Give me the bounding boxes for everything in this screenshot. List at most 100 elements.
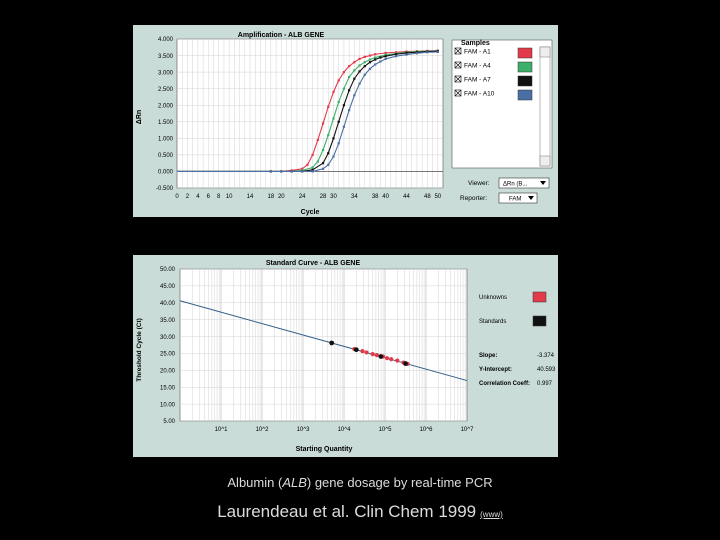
amplification-data-point xyxy=(374,58,377,61)
scroll-down-arrow-icon[interactable] xyxy=(539,155,551,167)
amplification-data-point xyxy=(332,117,335,120)
amplification-data-point xyxy=(327,105,330,108)
legend-standards-label: Standards xyxy=(479,319,506,325)
amplification-data-point xyxy=(374,63,377,66)
citation: Laurendeau et al. Clin Chem 1999 (www) xyxy=(0,502,720,522)
sample-label: FAM - A10 xyxy=(464,91,495,98)
amplification-data-point xyxy=(280,170,283,173)
legend-unknowns-swatch xyxy=(532,291,547,303)
viewer-value: ΔRn (B... xyxy=(503,182,528,188)
amplification-x-tick-label: 44 xyxy=(403,194,410,200)
citation-link[interactable]: (www) xyxy=(480,510,503,519)
amplification-x-tick-label: 48 xyxy=(424,194,431,200)
citation-text: Laurendeau et al. Clin Chem 1999 xyxy=(217,502,477,521)
standard-curve-title: Standard Curve - ALB GENE xyxy=(266,260,361,267)
amplification-y-tick-label: 2.500 xyxy=(158,87,174,93)
amplification-data-point xyxy=(379,56,382,59)
amplification-x-tick-label: 6 xyxy=(207,194,211,200)
viewer-select[interactable] xyxy=(498,177,550,189)
standard-curve-y-tick-label: 5.00 xyxy=(163,419,175,425)
amplification-data-point xyxy=(337,120,340,123)
amplification-y-tick-label: 2.000 xyxy=(158,103,174,109)
amplification-series-line xyxy=(177,50,438,172)
standard-curve-chart: Standard Curve - ALB GENE Threshold Cycl… xyxy=(136,260,556,453)
standard-curve-y-tick-label: 40.00 xyxy=(160,301,176,307)
viewer-label: Viewer: xyxy=(468,180,490,187)
unknown-data-point xyxy=(395,358,400,363)
amplification-data-point xyxy=(394,51,398,54)
amplification-data-point xyxy=(363,73,366,76)
standard-curve-y-tick-label: 45.00 xyxy=(160,284,176,290)
amplification-data-point xyxy=(358,57,361,60)
viewer-chevron-down-icon[interactable] xyxy=(540,181,546,185)
amplification-data-point xyxy=(311,153,314,156)
unknown-data-point xyxy=(389,357,394,362)
amplification-x-tick-label: 28 xyxy=(320,194,327,200)
standard-curve-y-tick-label: 25.00 xyxy=(160,352,176,358)
unknown-data-point xyxy=(384,356,390,361)
legend-scrollbar[interactable] xyxy=(539,46,551,167)
amplification-data-point xyxy=(384,57,387,60)
amplification-data-point xyxy=(342,71,346,74)
amplification-data-point xyxy=(353,69,356,72)
caption-text-start: Albumin ( xyxy=(227,475,283,490)
standard-data-point xyxy=(403,361,408,366)
amplification-data-point xyxy=(332,155,335,158)
amplification-data-point xyxy=(321,122,325,125)
amplification-data-point xyxy=(368,61,372,64)
amplification-data-point xyxy=(374,56,377,59)
amplification-x-tick-label: 10 xyxy=(226,194,233,200)
sample-label: FAM - A4 xyxy=(464,63,491,70)
sample-color-swatch xyxy=(517,75,533,87)
sample-color-swatch xyxy=(517,89,533,101)
amplification-x-tick-label: 2 xyxy=(186,194,190,200)
unknown-data-point xyxy=(370,352,375,357)
amplification-x-tick-label: 24 xyxy=(299,194,306,200)
standard-curve-y-tick-label: 20.00 xyxy=(160,369,176,375)
samples-legend-title: Samples xyxy=(461,40,490,47)
reporter-select[interactable] xyxy=(498,192,538,204)
slope-value: -3.374 xyxy=(537,353,555,359)
sample-color-swatch xyxy=(517,47,533,59)
checkmark-x-icon xyxy=(454,47,462,55)
standard-curve-y-tick-label: 30.00 xyxy=(160,335,176,341)
amplification-data-point xyxy=(384,51,387,55)
amplification-y-tick-label: 0.500 xyxy=(158,153,174,159)
amplification-data-point xyxy=(342,125,346,128)
standard-curve-x-tick-label: 10^7 xyxy=(461,427,474,433)
intercept-value: 40.593 xyxy=(537,367,556,373)
amplification-ylabel: ΔRn xyxy=(136,110,143,124)
amplification-data-point xyxy=(368,67,372,70)
unknown-data-point xyxy=(360,348,365,354)
amplification-data-point xyxy=(368,54,372,57)
reporter-value: FAM xyxy=(509,197,521,203)
standard-curve-x-tick-label: 10^3 xyxy=(297,427,310,433)
amplification-panel: Amplification - ALB GENE ΔRn Cycle 4.000… xyxy=(133,25,558,217)
standard-curve-panel: Standard Curve - ALB GENE Threshold Cycl… xyxy=(133,255,558,457)
amplification-data-point xyxy=(363,61,366,64)
amplification-data-point xyxy=(353,77,356,80)
reporter-chevron-down-icon[interactable] xyxy=(528,196,534,200)
standard-curve-x-tick-label: 10^4 xyxy=(338,427,351,433)
amplification-y-tick-label: 1.500 xyxy=(158,120,174,126)
amplification-x-tick-label: 8 xyxy=(217,194,221,200)
amplification-x-tick-label: 20 xyxy=(278,194,285,200)
amplification-data-point xyxy=(337,142,340,145)
checkmark-x-icon xyxy=(454,75,462,83)
amplification-data-point xyxy=(306,163,309,166)
amplification-xlabel: Cycle xyxy=(301,209,320,216)
standard-data-point xyxy=(329,340,335,346)
legend-standards-swatch xyxy=(532,315,547,327)
standard-curve-ylabel: Threshold Cycle (Ct) xyxy=(136,318,143,382)
amplification-data-point xyxy=(415,52,419,55)
standard-curve-xlabel: Starting Quantity xyxy=(296,446,353,453)
regression-line xyxy=(179,300,468,382)
amplification-data-point xyxy=(358,70,361,73)
amplification-data-point xyxy=(290,170,293,173)
amplification-y-tick-label: -0.500 xyxy=(156,186,174,192)
scroll-up-arrow-icon[interactable] xyxy=(539,46,551,58)
correlation-label: Correlation Coeff: xyxy=(479,381,530,387)
amplification-data-point xyxy=(436,50,439,54)
amplification-data-point xyxy=(394,53,398,56)
amplification-x-tick-label: 4 xyxy=(196,194,200,200)
